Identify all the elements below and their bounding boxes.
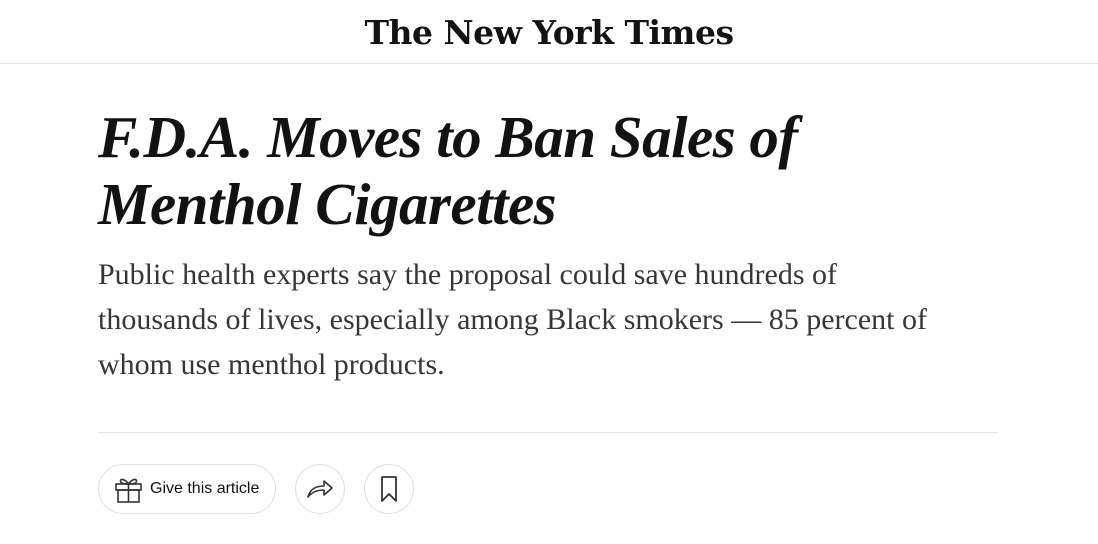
nyt-logo[interactable]: The New York Times [364,13,734,52]
divider [98,432,998,433]
masthead: The New York Times [0,0,1098,64]
article-summary: Public health experts say the proposal c… [98,258,927,381]
article-actions: Give this article [98,464,415,514]
bookmark-icon [379,475,399,503]
headline: F.D.A. Moves to Ban Sales of Menthol Cig… [98,104,798,237]
give-article-label: Give this article [150,480,260,497]
save-button[interactable] [364,464,415,514]
article-header: F.D.A. Moves to Ban Sales of Menthol Cig… [98,104,998,387]
share-button[interactable] [295,464,346,514]
give-article-button[interactable]: Give this article [98,464,277,514]
share-arrow-icon [305,477,335,501]
gift-icon [114,476,143,503]
